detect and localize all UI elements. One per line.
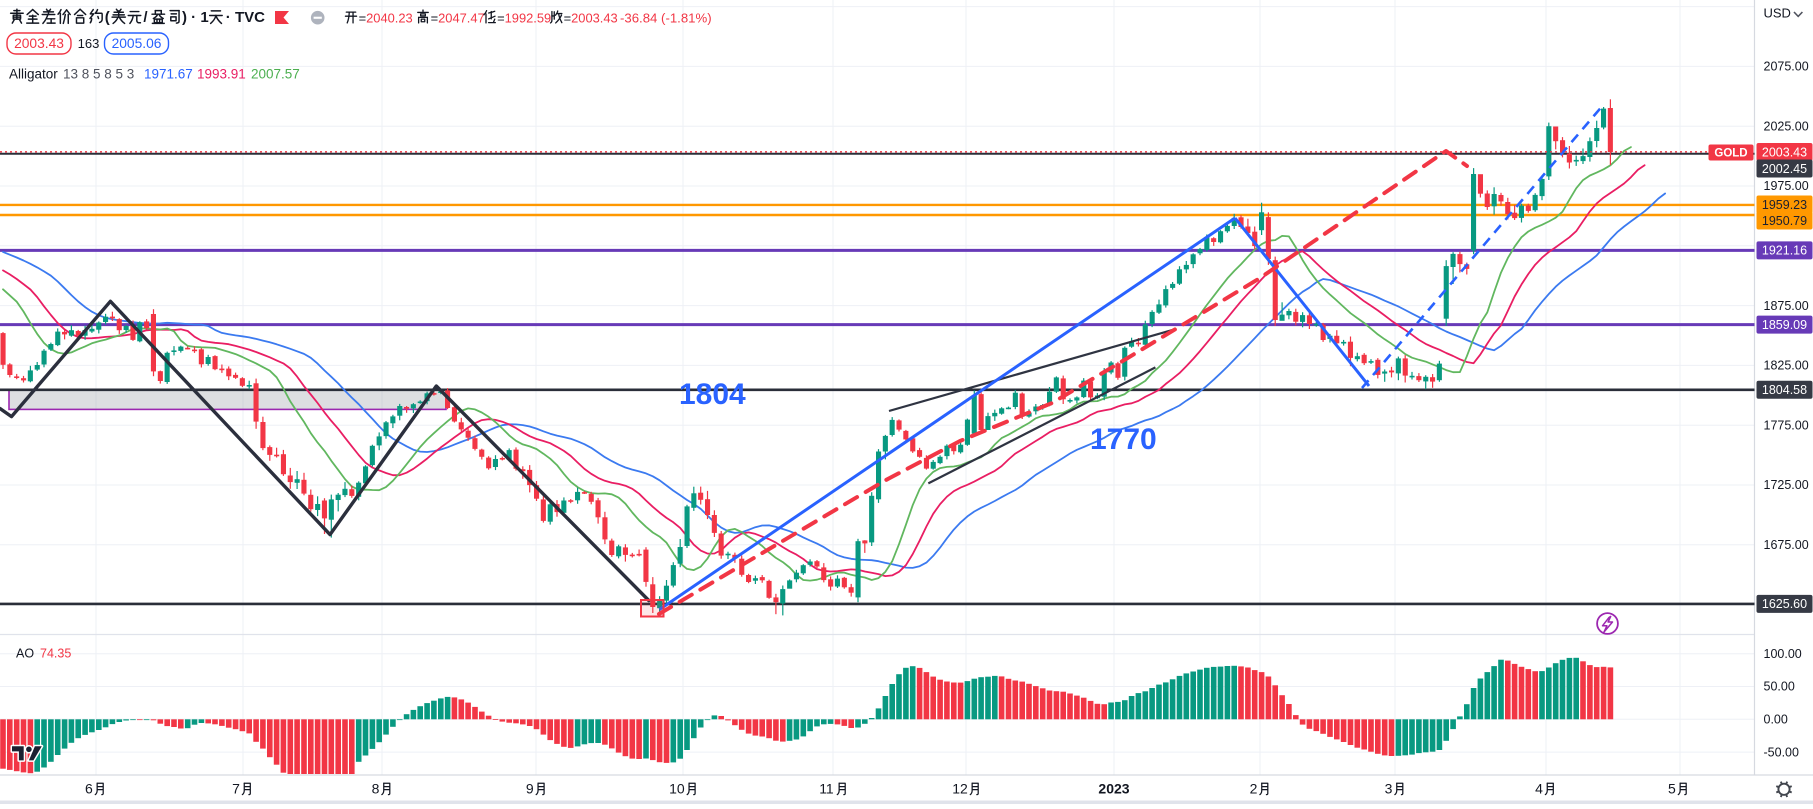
svg-text:=1992.59: =1992.59	[497, 10, 551, 25]
svg-text:1725.00: 1725.00	[1764, 478, 1809, 492]
svg-text:AO: AO	[16, 647, 34, 661]
svg-text:1875.00: 1875.00	[1764, 299, 1809, 313]
svg-text:74.35: 74.35	[40, 647, 71, 661]
svg-text:100.00: 100.00	[1764, 647, 1802, 661]
svg-text:1825.00: 1825.00	[1764, 359, 1809, 373]
svg-text:=2003.43: =2003.43	[564, 10, 618, 25]
svg-text:1959.23: 1959.23	[1762, 198, 1807, 212]
svg-text:1770: 1770	[1090, 423, 1157, 456]
svg-text:3: 3	[1385, 781, 1393, 797]
svg-text:1775.00: 1775.00	[1764, 418, 1809, 432]
svg-text:GOLD: GOLD	[1714, 148, 1747, 160]
svg-text:2: 2	[1250, 781, 1258, 797]
svg-text:· TVC: · TVC	[226, 9, 265, 26]
svg-text:50.00: 50.00	[1764, 680, 1795, 694]
svg-text:1921.16: 1921.16	[1762, 244, 1807, 258]
svg-text:5: 5	[1668, 781, 1676, 797]
svg-text:2075.00: 2075.00	[1764, 60, 1809, 74]
svg-text:1675.00: 1675.00	[1764, 538, 1809, 552]
svg-text:USD: USD	[1764, 6, 1791, 21]
svg-text:1950.79: 1950.79	[1762, 214, 1807, 228]
svg-text:8: 8	[372, 781, 380, 797]
svg-text:2007.57: 2007.57	[251, 67, 300, 82]
svg-text:/: /	[143, 9, 148, 26]
svg-text:2003.43: 2003.43	[1762, 145, 1807, 159]
svg-text:6: 6	[85, 781, 93, 797]
svg-text:1975.00: 1975.00	[1764, 179, 1809, 193]
svg-text:163: 163	[78, 36, 100, 51]
svg-text:1625.60: 1625.60	[1762, 597, 1807, 611]
svg-text:) · 1: ) · 1	[182, 9, 209, 26]
svg-text:-36.84 (-1.81%): -36.84 (-1.81%)	[620, 10, 712, 25]
svg-text:13 8 5 8 5 3: 13 8 5 8 5 3	[63, 67, 134, 82]
svg-text:9: 9	[526, 781, 534, 797]
svg-text:1971.67: 1971.67	[144, 67, 193, 82]
svg-text:2002.45: 2002.45	[1762, 162, 1807, 176]
svg-text:11: 11	[819, 781, 834, 797]
svg-text:2005.06: 2005.06	[112, 36, 162, 51]
svg-text:Alligator: Alligator	[9, 67, 58, 82]
svg-text:4: 4	[1535, 781, 1543, 797]
svg-text:(: (	[105, 9, 110, 26]
svg-text:-50.00: -50.00	[1764, 745, 1799, 759]
svg-text:2023: 2023	[1098, 781, 1129, 797]
svg-text:1993.91: 1993.91	[197, 67, 246, 82]
svg-text:2025.00: 2025.00	[1764, 119, 1809, 133]
svg-text:12: 12	[952, 781, 968, 797]
svg-text:1804.58: 1804.58	[1762, 383, 1807, 397]
svg-text:7: 7	[232, 781, 240, 797]
svg-text:0.00: 0.00	[1764, 713, 1788, 727]
svg-text:1859.09: 1859.09	[1762, 318, 1807, 332]
svg-text:=2040.23: =2040.23	[359, 10, 413, 25]
svg-text:1804: 1804	[679, 378, 746, 411]
svg-text:=2047.47: =2047.47	[431, 10, 485, 25]
svg-text:10: 10	[669, 781, 685, 797]
svg-text:2003.43: 2003.43	[14, 36, 64, 51]
